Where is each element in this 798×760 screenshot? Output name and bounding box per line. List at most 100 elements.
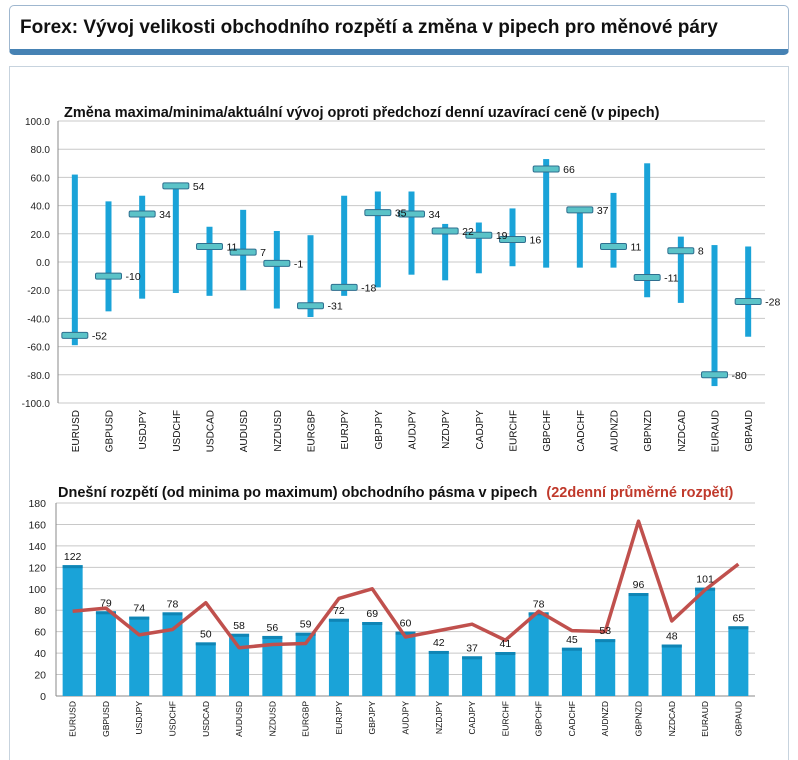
chart1-current-marker [734,297,762,305]
chart1-x-tick: EURAUD [711,410,722,452]
chart1-value-label: 54 [193,181,205,193]
chart1-range-bar [341,195,348,296]
chart1-x-tick: NZDJPY [441,410,452,449]
chart2-bar-cadchf [561,647,582,696]
chart2-bar-eurjpy [328,618,349,696]
chart2-x-tick: USDCHF [168,701,178,736]
chart2-x-tick: AUDNZD [600,701,610,736]
chart2-x-tick: GBPUSD [101,701,111,737]
chart2-bar [295,632,316,696]
chart2-value-label: 101 [696,574,714,586]
chart2-x-tick: GBPNZD [634,701,644,736]
chart2-y-tick: 100 [28,584,46,596]
chart2-bar [262,635,283,696]
chart1-range-bar-euraud [701,245,728,387]
chart2-bar [95,611,116,696]
chart1-range-bar-cadjpy [465,222,493,274]
chart1-x-tick: USDCHF [172,410,183,452]
chart2-bar-top [195,642,216,646]
chart2-bar-nzdcad [661,644,682,696]
chart2-bar [628,593,649,696]
chart2-bar-nzdusd [262,635,283,696]
chart2-x-tick: GBPJPY [367,701,377,735]
chart1-value-label: -28 [765,296,780,308]
chart1-value-label: 7 [260,247,266,259]
chart2-value-label: 72 [333,605,345,617]
chart1-range-bar [644,163,651,298]
chart1-y-tick: -80.0 [27,371,50,382]
chart2-y-tick: 0 [40,691,46,703]
chart1-current-marker [532,165,560,173]
chart1-range-bar-cadchf [566,206,594,268]
chart2-bar-top [561,647,582,651]
chart1-value-label: -10 [126,271,141,283]
chart2-bar-usdcad [195,642,216,696]
chart2-value-label: 56 [267,622,279,634]
chart2-value-label: 65 [733,612,745,624]
chart1-range-bar [543,159,550,268]
chart1-y-tick: -60.0 [27,343,50,354]
chart1-range-bar [408,191,415,275]
chart1-range-bar-gbpnzd [633,163,661,298]
chart1-current-marker [667,247,695,255]
chart2-x-tick: NZDUSD [267,701,277,736]
chart1-x-tick: AUDNZD [610,410,621,452]
chart2-x-tick: EURUSD [68,701,78,737]
chart2-bar-top [295,632,316,636]
chart1-value-label: -52 [92,330,107,342]
chart2-y-tick: 120 [28,562,46,574]
chart2-bar [495,652,516,696]
chart2-bar-gbpaud [728,626,749,696]
chart2-bar-gbpchf [528,612,549,696]
chart1-current-marker [431,227,459,235]
chart2-average-line [72,519,740,650]
chart2-x-tick: USDCAD [201,701,211,737]
chart2-bar-audnzd [595,639,616,696]
chart2-bar [428,650,449,696]
chart2-bar-usdjpy [129,616,150,696]
chart2-bar [395,631,416,696]
chart1-current-marker [398,210,425,218]
chart2-bar [661,644,682,696]
chart2-bar-cadjpy [462,656,483,696]
chart2-y-tick: 140 [28,541,46,553]
chart2-bar-top [328,618,349,622]
chart2-bar-top [395,631,416,635]
chart1-value-label: -31 [328,301,343,313]
chart2-bar [462,656,483,696]
chart2-bar-top [428,650,449,654]
chart2-value-label: 58 [233,620,245,632]
chart2-y-tick: 80 [34,605,46,617]
chart1-y-tick: -20.0 [27,286,50,297]
chart2-value-label: 59 [300,619,312,631]
chart2-bar-nzdjpy [428,650,449,696]
chart1-range-bar-eurusd [61,174,89,346]
chart1-value-label: 11 [227,241,238,253]
chart1-current-marker [465,231,493,239]
chart1-y-tick: 40.0 [31,202,51,213]
chart1-value-label: -18 [361,282,376,294]
chart1-x-tick: GBPCHF [542,410,553,452]
chart2-y-tick: 20 [34,670,46,682]
chart1-value-label: 19 [496,230,508,242]
chart1-value-label: -80 [732,370,747,382]
chart2-bar-audjpy [395,631,416,696]
chart1-range-bar-eurjpy [330,195,358,296]
chart2-bar [561,647,582,696]
chart2-title-main: Dnešní rozpětí (od minima po maximum) ob… [58,485,537,501]
chart2-x-tick: NZDJPY [434,701,444,734]
chart2-value-label: 69 [366,608,378,620]
chart2-x-tick: CADCHF [567,701,577,736]
chart2-bar-top [129,616,150,620]
chart1-x-tick: GBPNZD [643,410,654,452]
chart2-title-highlight: (22denní průměrné rozpětí) [546,485,733,501]
chart2-title: Dnešní rozpětí (od minima po maximum) ob… [58,485,733,501]
chart2-bar-top [628,593,649,597]
chart2-bar [195,642,216,696]
chart2-bar-top [162,612,183,616]
chart1-y-tick: 60.0 [31,173,51,184]
chart2-x-tick: GBPAUD [733,701,743,736]
chart1-range-bar [139,195,146,299]
